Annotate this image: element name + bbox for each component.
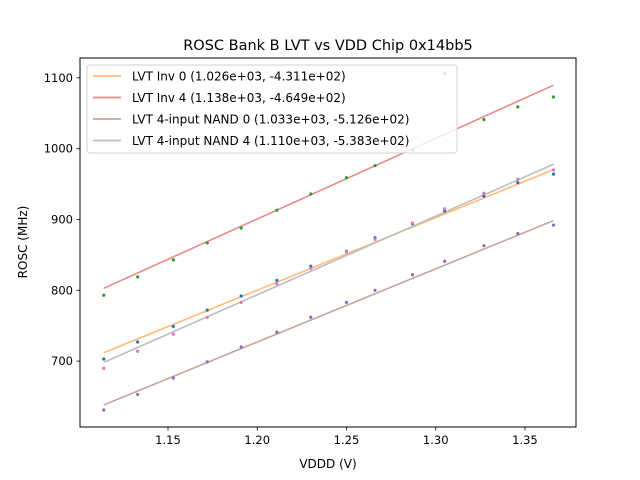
data-point-s3-5 <box>275 282 279 286</box>
data-point-s3-1 <box>136 349 140 353</box>
data-point-s1-0 <box>102 293 106 297</box>
data-point-s2-6 <box>309 315 313 319</box>
data-point-s0-1 <box>136 340 140 344</box>
fit-line-1 <box>103 84 554 290</box>
legend-label: LVT Inv 0 (1.026e+03, -4.311e+02) <box>132 70 346 84</box>
legend-label: LVT 4-input NAND 4 (1.110e+03, -5.383e+0… <box>132 134 409 148</box>
data-point-s2-7 <box>344 300 349 304</box>
data-point-s1-12 <box>516 105 520 109</box>
plot-area <box>102 71 556 412</box>
data-point-s3-7 <box>344 250 349 254</box>
y-tick-label: 700 <box>51 354 73 368</box>
legend-entry-1: LVT Inv 4 (1.138e+03, -4.649e+02) <box>93 91 346 105</box>
data-point-s1-7 <box>344 176 349 180</box>
data-point-s1-5 <box>275 208 279 212</box>
y-tick-label: 900 <box>51 212 73 226</box>
legend-box <box>86 64 458 154</box>
x-tick-label: 1.35 <box>512 433 538 447</box>
data-point-s3-9 <box>410 221 415 225</box>
data-point-s0-0 <box>102 357 106 361</box>
data-point-s2-4 <box>239 345 243 349</box>
data-point-s2-5 <box>275 330 279 334</box>
x-axis: 1.15 1.20 1.25 1.30 1.35 <box>155 427 538 447</box>
data-point-s3-0 <box>102 366 106 370</box>
y-axis-label: ROSC (MHz) <box>16 206 30 279</box>
data-point-s1-4 <box>239 226 243 230</box>
data-point-s0-5 <box>275 278 279 282</box>
data-point-s3-10 <box>443 207 447 211</box>
data-point-s1-6 <box>309 192 313 196</box>
data-point-s0-12 <box>516 181 520 185</box>
data-point-s3-12 <box>516 177 520 181</box>
fit-line-3 <box>103 163 554 364</box>
data-point-s2-13 <box>551 223 556 227</box>
data-point-s2-3 <box>205 360 209 364</box>
y-axis: 700 800 900 1000 1100 <box>44 71 80 368</box>
data-point-s3-2 <box>171 332 175 336</box>
y-tick-label: 800 <box>51 283 73 297</box>
data-point-s1-8 <box>373 164 377 168</box>
data-point-s3-13 <box>551 168 556 172</box>
fit-line-0 <box>103 168 554 354</box>
data-point-s3-4 <box>239 300 243 304</box>
data-point-s2-2 <box>171 376 175 380</box>
x-tick-label: 1.15 <box>155 433 181 447</box>
data-point-s1-11 <box>482 118 486 122</box>
data-point-s1-2 <box>171 258 175 262</box>
y-tick-label: 1100 <box>44 71 73 85</box>
x-axis-label: VDDD (V) <box>299 457 356 471</box>
data-point-s2-9 <box>410 273 415 277</box>
data-point-s1-1 <box>136 275 140 279</box>
data-point-s3-8 <box>373 237 377 241</box>
data-point-s0-11 <box>482 194 486 198</box>
data-point-s0-2 <box>171 324 175 329</box>
data-point-s2-12 <box>516 232 520 236</box>
data-point-s2-10 <box>443 259 447 263</box>
data-point-s3-3 <box>205 315 209 319</box>
x-tick-label: 1.20 <box>244 433 270 447</box>
data-point-s2-1 <box>136 392 140 397</box>
data-point-s1-13 <box>551 95 556 99</box>
data-point-s1-3 <box>205 241 209 245</box>
fit-line-2 <box>103 219 554 406</box>
data-point-s2-11 <box>482 244 486 248</box>
data-point-s3-11 <box>482 191 486 195</box>
y-tick-label: 1000 <box>44 142 73 156</box>
legend-label: LVT Inv 4 (1.138e+03, -4.649e+02) <box>132 91 346 105</box>
x-tick-label: 1.25 <box>334 433 360 447</box>
chart-title: ROSC Bank B LVT vs VDD Chip 0x14bb5 <box>183 38 473 54</box>
legend-entry-2: LVT 4-input NAND 0 (1.033e+03, -5.126e+0… <box>93 113 409 127</box>
axes-frame <box>79 57 577 428</box>
data-point-s2-0 <box>102 408 106 412</box>
data-point-s2-8 <box>373 288 377 292</box>
legend-label: LVT 4-input NAND 0 (1.033e+03, -5.126e+0… <box>132 113 409 127</box>
data-point-s0-4 <box>239 294 243 298</box>
data-point-s0-3 <box>205 308 209 312</box>
data-point-s3-6 <box>309 266 313 270</box>
x-tick-label: 1.30 <box>423 433 449 447</box>
legend-entry-3: LVT 4-input NAND 4 (1.110e+03, -5.383e+0… <box>93 134 409 148</box>
legend-entry-0: LVT Inv 0 (1.026e+03, -4.311e+02) <box>93 70 346 84</box>
data-point-s0-13 <box>551 172 556 176</box>
legend: LVT Inv 0 (1.026e+03, -4.311e+02) LVT Inv… <box>86 64 458 154</box>
